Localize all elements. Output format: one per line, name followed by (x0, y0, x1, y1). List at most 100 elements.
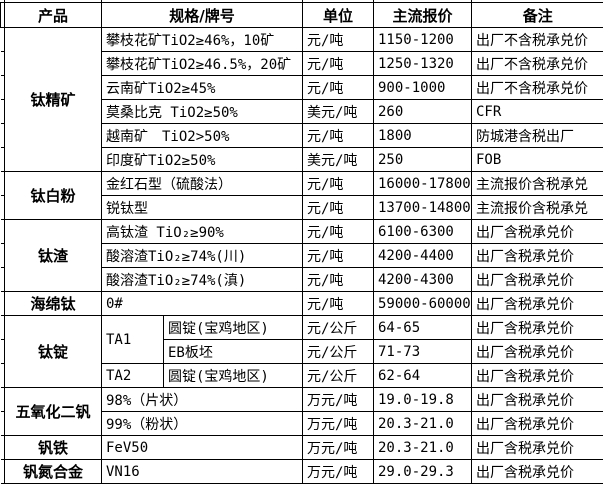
table-row: 钛白粉 金红石型（硫酸法） 元/吨 16000-17800 主流报价含税承兑 (0, 171, 603, 220)
note-cell: 出厂含税承兑价 (471, 243, 603, 268)
column-header-note: 备注 (471, 2, 603, 28)
table-row: 五氧化二钒 98%（片状） 万元/吨 19.0-19.8 出厂含税承兑价 (0, 387, 603, 436)
note-cell: CFR (471, 99, 603, 124)
note-cell: FOB (471, 147, 603, 172)
unit-cell: 元/吨 (302, 219, 374, 244)
unit-cell: 元/吨 (302, 171, 374, 196)
spec-cell: 莫桑比克 TiO2≥50% (101, 99, 303, 124)
unit-cell: 元/吨 (302, 51, 374, 76)
product-group-ti-slag: 钛渣 (4, 219, 102, 292)
spec-cell: 酸溶渣TiO₂≥74%(滇) (101, 267, 303, 292)
note-cell: 出厂含税承兑价 (471, 219, 603, 244)
price-cell: 20.3-21.0 (373, 411, 472, 436)
table-row: 锐钛型 元/吨 13700-14800 主流报价含税承兑 (0, 195, 603, 220)
product-group-ferrovanadium: 钒铁 (4, 435, 102, 460)
spec-cell: 印度矿TiO2≥50% (101, 147, 303, 172)
price-cell: 20.3-21.0 (373, 435, 472, 460)
price-cell: 64-65 (373, 315, 472, 340)
unit-cell: 万元/吨 (302, 411, 374, 436)
spec-cell: 锐钛型 (101, 195, 303, 220)
spec-cell: 酸溶渣TiO₂≥74%(川) (101, 243, 303, 268)
note-cell: 出厂含税承兑价 (471, 411, 603, 436)
column-header-spec: 规格/牌号 (101, 2, 303, 28)
unit-cell: 元/吨 (302, 267, 374, 292)
price-cell: 13700-14800 (373, 195, 472, 220)
table-row: 海绵钛 0# 元/吨 59000-60000 出厂含税承兑价 (0, 291, 603, 316)
unit-cell: 美元/吨 (302, 99, 374, 124)
note-cell: 防城港含税出厂 (471, 123, 603, 148)
table-row: 钒氮合金 VN16 万元/吨 29.0-29.3 出厂含税承兑价 (0, 459, 603, 484)
shape-cell: 圆锭(宝鸡地区) (163, 315, 303, 340)
table-row: 钛锭 TA1 圆锭(宝鸡地区) 元/公斤 64-65 出厂含税承兑价 (0, 315, 603, 388)
spec-cell: VN16 (101, 459, 303, 484)
edge-cell (0, 123, 5, 148)
edge-cell (0, 147, 5, 172)
unit-cell: 元/吨 (302, 75, 374, 100)
unit-cell: 元/吨 (302, 123, 374, 148)
column-header-unit: 单位 (302, 2, 374, 28)
product-group-vn-alloy: 钒氮合金 (4, 459, 102, 484)
spec-cell: 越南矿 TiO2>50% (101, 123, 303, 148)
table-row: 99%（粉状） 万元/吨 20.3-21.0 出厂含税承兑价 (0, 411, 603, 436)
price-cell: 16000-17800 (373, 171, 472, 196)
edge-cell (0, 51, 5, 76)
table-row: 钛渣 高钛渣 TiO₂≥90% 元/吨 6100-6300 出厂含税承兑价 (0, 219, 603, 292)
note-cell: 出厂含税承兑价 (471, 339, 603, 364)
edge-cell (0, 363, 5, 388)
note-cell: 出厂含税承兑价 (471, 435, 603, 460)
note-cell: 主流报价含税承兑 (471, 171, 603, 196)
price-cell: 4200-4400 (373, 243, 472, 268)
column-header-price: 主流报价 (373, 2, 472, 28)
shape-cell: EB板坯 (163, 339, 303, 364)
note-cell: 出厂含税承兑价 (471, 267, 603, 292)
note-cell: 出厂不含税承兑价 (471, 51, 603, 76)
table-row: TA2 圆锭(宝鸡地区) 元/公斤 62-64 出厂含税承兑价 (0, 363, 603, 388)
column-header-product: 产品 (4, 2, 102, 28)
unit-cell: 元/公斤 (302, 339, 374, 364)
note-cell: 出厂含税承兑价 (471, 315, 603, 340)
product-group-v2o5: 五氧化二钒 (4, 387, 102, 436)
note-cell: 出厂含税承兑价 (471, 363, 603, 388)
note-cell: 出厂含税承兑价 (471, 459, 603, 484)
unit-cell: 万元/吨 (302, 387, 374, 412)
product-group-ti-sponge: 海绵钛 (4, 291, 102, 316)
price-cell: 250 (373, 147, 472, 172)
note-cell: 主流报价含税承兑 (471, 195, 603, 220)
edge-cell (0, 195, 5, 220)
unit-cell: 元/吨 (302, 291, 374, 316)
price-cell: 260 (373, 99, 472, 124)
edge-cell (0, 267, 5, 292)
product-group-ti-dioxide: 钛白粉 (4, 171, 102, 220)
spec-cell: 0# (101, 291, 303, 316)
note-cell: 出厂含税承兑价 (471, 387, 603, 412)
unit-cell: 美元/吨 (302, 147, 374, 172)
price-cell: 1150-1200 (373, 27, 472, 52)
note-cell: 出厂含税承兑价 (471, 291, 603, 316)
unit-cell: 元/吨 (302, 27, 374, 52)
price-cell: 62-64 (373, 363, 472, 388)
table-row: 酸溶渣TiO₂≥74%(滇) 元/吨 4200-4300 出厂含税承兑价 (0, 267, 603, 292)
unit-cell: 万元/吨 (302, 435, 374, 460)
price-cell: 19.0-19.8 (373, 387, 472, 412)
product-group-ti-ingot: 钛锭 (4, 315, 102, 388)
edge-cell (0, 99, 5, 124)
shape-cell: 圆锭(宝鸡地区) (163, 363, 303, 388)
spec-cell: 攀枝花矿TiO2≥46.5%，20矿 (101, 51, 303, 76)
edge-cell (0, 75, 5, 100)
table-row: 印度矿TiO2≥50% 美元/吨 250 FOB (0, 147, 603, 172)
price-cell: 29.0-29.3 (373, 459, 472, 484)
unit-cell: 元/吨 (302, 195, 374, 220)
spec-cell: FeV50 (101, 435, 303, 460)
note-cell: 出厂不含税承兑价 (471, 75, 603, 100)
note-cell: 出厂不含税承兑价 (471, 27, 603, 52)
product-group-ti-concentrate: 钛精矿 (4, 27, 102, 172)
spec-cell: 99%（粉状） (101, 411, 303, 436)
price-cell: 59000-60000 (373, 291, 472, 316)
price-cell: 900-1000 (373, 75, 472, 100)
grade-cell: TA2 (101, 363, 164, 388)
price-cell: 4200-4300 (373, 267, 472, 292)
spec-cell: 高钛渣 TiO₂≥90% (101, 219, 303, 244)
spec-cell: 98%（片状） (101, 387, 303, 412)
